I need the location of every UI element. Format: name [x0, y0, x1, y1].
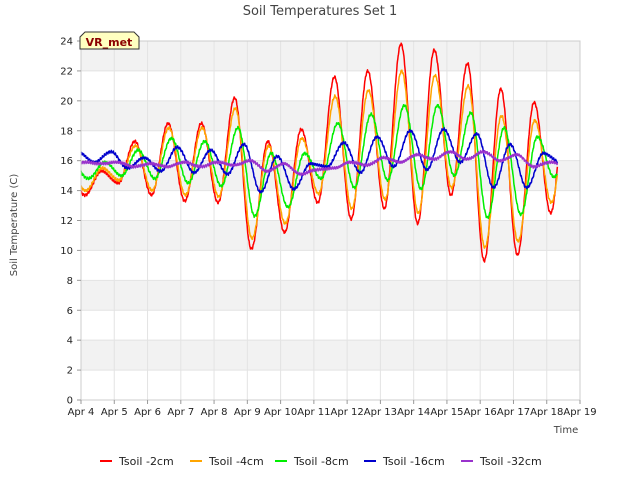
- legend-label: Tsoil -8cm: [293, 455, 349, 468]
- x-tick-label: Apr 10: [264, 407, 297, 418]
- y-tick-label: 14: [60, 186, 73, 197]
- station-label-box: [79, 31, 140, 50]
- x-tick-label: Apr 18: [530, 407, 563, 418]
- station-label-badge: VR_met: [79, 31, 140, 50]
- background-band: [81, 220, 580, 251]
- x-tick-label: Apr 5: [101, 407, 128, 418]
- y-tick-label: 4: [67, 336, 73, 347]
- x-tick-label: Apr 4: [68, 407, 95, 418]
- y-tick-label: 6: [67, 306, 73, 317]
- x-tick-label: Apr 13: [364, 407, 397, 418]
- y-tick-label: 2: [67, 366, 73, 377]
- legend-label: Tsoil -4cm: [208, 455, 264, 468]
- y-tick-label: 10: [60, 246, 73, 257]
- series-line: [80, 149, 559, 177]
- x-tick-label: Apr 12: [331, 407, 364, 418]
- station-label: VR_met: [86, 36, 133, 49]
- y-tick-label: 20: [60, 96, 73, 107]
- x-tick-label: Apr 16: [464, 407, 497, 418]
- y-tick-label: 24: [60, 37, 73, 48]
- x-tick-label: Apr 9: [234, 407, 261, 418]
- x-tick-label: Apr 17: [497, 407, 530, 418]
- legend-label: Tsoil -2cm: [118, 455, 174, 468]
- background-band: [81, 280, 580, 311]
- x-tick-label: Apr 11: [297, 407, 330, 418]
- y-tick-label: 8: [67, 276, 73, 287]
- y-tick-label: 18: [60, 126, 73, 137]
- legend-label: Tsoil -32cm: [479, 455, 542, 468]
- x-tick-label: Apr 19: [563, 407, 596, 418]
- background-band: [81, 41, 580, 71]
- x-tick-label: Apr 8: [201, 407, 228, 418]
- background-band: [81, 340, 580, 371]
- x-tick-label: Apr 15: [430, 407, 463, 418]
- y-tick-label: 16: [60, 156, 73, 167]
- x-axis-label: Time: [553, 425, 578, 436]
- series-line: [80, 69, 559, 249]
- x-tick-label: Apr 6: [134, 407, 161, 418]
- y-axis-label: Soil Temperature (C): [9, 174, 20, 277]
- y-tick-label: 12: [60, 216, 73, 227]
- y-tick-label: 22: [60, 66, 73, 77]
- x-tick-label: Apr 14: [397, 407, 430, 418]
- legend-label: Tsoil -16cm: [382, 455, 445, 468]
- x-axis-ticks: Apr 4 Apr 5 Apr 6 Apr 7 Apr 8 Apr 9 Apr 10 Apr …: [68, 400, 597, 418]
- series-layer: [80, 42, 559, 263]
- x-tick-label: Apr 7: [167, 407, 194, 418]
- legend: Tsoil -2cm Tsoil -4cm Tsoil -8cm Tsoil -16c…: [100, 455, 542, 468]
- y-tick-label: 0: [67, 396, 73, 407]
- series-line: [80, 127, 559, 194]
- chart-title: Soil Temperatures Set 1: [243, 4, 398, 19]
